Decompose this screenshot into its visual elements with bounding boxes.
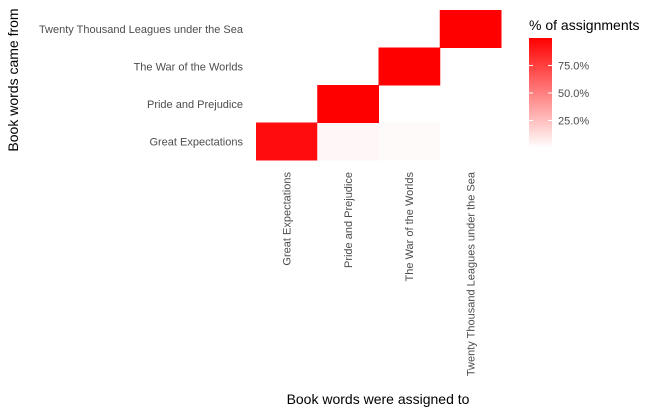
heatmap-cell-the-war-of-the-worlds-to-the-war-of-the-worlds (378, 47, 441, 86)
x-tick-label: Pride and Prejudice (343, 172, 355, 268)
heatmap-cell-great-expectations-to-great-expectations (256, 122, 318, 161)
legend-ticks: 25.0% 50.0% 75.0% (529, 61, 589, 128)
heatmap-cell-great-expectations-to-pride-and-prejudice (317, 122, 379, 161)
legend-tick-label: 75.0% (558, 61, 589, 73)
heatmap-cell-pride-and-prejudice-to-pride-and-prejudice (317, 85, 379, 123)
legend-title: % of assignments (529, 17, 640, 33)
legend: % of assignments 25.0% 50.0% 75.0% (529, 17, 640, 148)
x-tick-label: Twenty Thousand Leagues under the Sea (465, 171, 477, 376)
x-tick-label: The War of the Worlds (404, 172, 416, 282)
y-tick-label: Twenty Thousand Leagues under the Sea (39, 24, 244, 36)
y-tick-label: Great Expectations (149, 136, 243, 148)
y-tick-label: Pride and Prejudice (147, 99, 243, 111)
x-tick-label: Great Expectations (282, 172, 294, 266)
heatmap-cell-twenty-thousand-leagues-under-the-sea-to-twenty-thousand-leagues-under-the-sea (439, 10, 502, 48)
x-axis-title: Book words were assigned to (287, 391, 470, 407)
legend-color-bar (529, 38, 552, 148)
y-tick-label: The War of the Worlds (134, 61, 244, 73)
heatmap-cell-great-expectations-to-the-war-of-the-worlds (378, 122, 441, 161)
legend-tick-label: 50.0% (558, 88, 589, 100)
legend-tick-label: 25.0% (558, 116, 589, 128)
y-axis-tick-labels: Great Expectations Pride and Prejudice The… (39, 24, 244, 149)
heatmap-cells (256, 10, 502, 161)
y-axis-title: Book words came from (5, 8, 21, 151)
x-axis-tick-labels: Great Expectations Pride and Prejudice The… (282, 171, 478, 376)
